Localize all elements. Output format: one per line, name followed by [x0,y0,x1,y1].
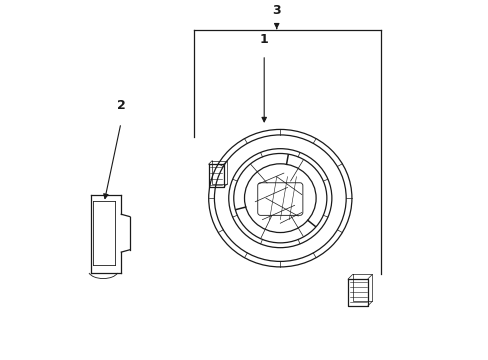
Text: 3: 3 [272,4,281,17]
Text: 2: 2 [116,99,125,112]
Text: 1: 1 [259,33,268,46]
